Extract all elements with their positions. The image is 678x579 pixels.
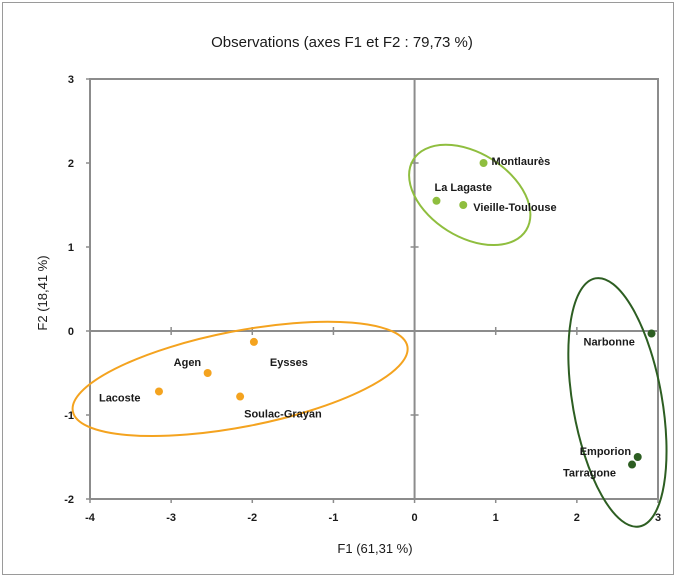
data-point bbox=[154, 387, 163, 396]
x-tick-label: 3 bbox=[655, 512, 661, 524]
scatter-chart: Observations (axes F1 et F2 : 79,73 %) -… bbox=[35, 34, 668, 556]
point-label: Tarragone bbox=[563, 468, 616, 480]
point-label: Soulac-Grayan bbox=[244, 409, 322, 421]
point-label: Narbonne bbox=[584, 337, 635, 349]
x-tick-label: 1 bbox=[493, 512, 499, 524]
y-tick-label: 1 bbox=[68, 242, 74, 254]
data-point bbox=[236, 392, 245, 401]
point-label: La Lagaste bbox=[434, 182, 491, 194]
chart-title: Observations (axes F1 et F2 : 79,73 %) bbox=[211, 34, 473, 51]
data-point bbox=[633, 453, 642, 461]
data-point bbox=[203, 369, 212, 377]
point-label: Montlaurès bbox=[492, 156, 551, 168]
point-label: Vieille-Toulouse bbox=[473, 202, 556, 214]
y-tick-label: 0 bbox=[68, 326, 74, 338]
y-tick-label: 3 bbox=[68, 74, 74, 86]
data-point bbox=[459, 201, 468, 209]
data-point bbox=[479, 159, 488, 167]
y-tick-label: -1 bbox=[64, 410, 74, 422]
point-label: Agen bbox=[174, 357, 202, 369]
point-label: Eysses bbox=[270, 357, 308, 369]
y-tick-label: 2 bbox=[68, 158, 74, 170]
x-tick-label: -1 bbox=[329, 512, 339, 524]
y-axis-title: F2 (18,41 %) bbox=[35, 255, 50, 330]
group-ellipse bbox=[408, 143, 532, 247]
x-tick-label: -2 bbox=[247, 512, 257, 524]
y-tick-label: -2 bbox=[64, 494, 74, 506]
plot-area: -4 -3 -2 -1 0 1 2 3 -2 -1 0 1 2 3 Eysses Agen Lacoste Sou… bbox=[64, 74, 668, 528]
point-label: Lacoste bbox=[99, 392, 141, 404]
x-tick-label: -3 bbox=[166, 512, 176, 524]
data-point bbox=[647, 329, 656, 338]
x-tick-label: 0 bbox=[412, 512, 418, 524]
data-point bbox=[432, 196, 441, 205]
point-label: Emporion bbox=[580, 446, 632, 458]
group-ellipse bbox=[71, 320, 409, 438]
x-axis-title: F1 (61,31 %) bbox=[337, 541, 412, 556]
x-tick-label: 2 bbox=[574, 512, 580, 524]
data-point bbox=[249, 337, 258, 346]
data-point bbox=[628, 460, 637, 469]
group-ellipse bbox=[567, 277, 668, 528]
x-tick-label: -4 bbox=[85, 512, 96, 524]
plot-border bbox=[89, 78, 659, 500]
